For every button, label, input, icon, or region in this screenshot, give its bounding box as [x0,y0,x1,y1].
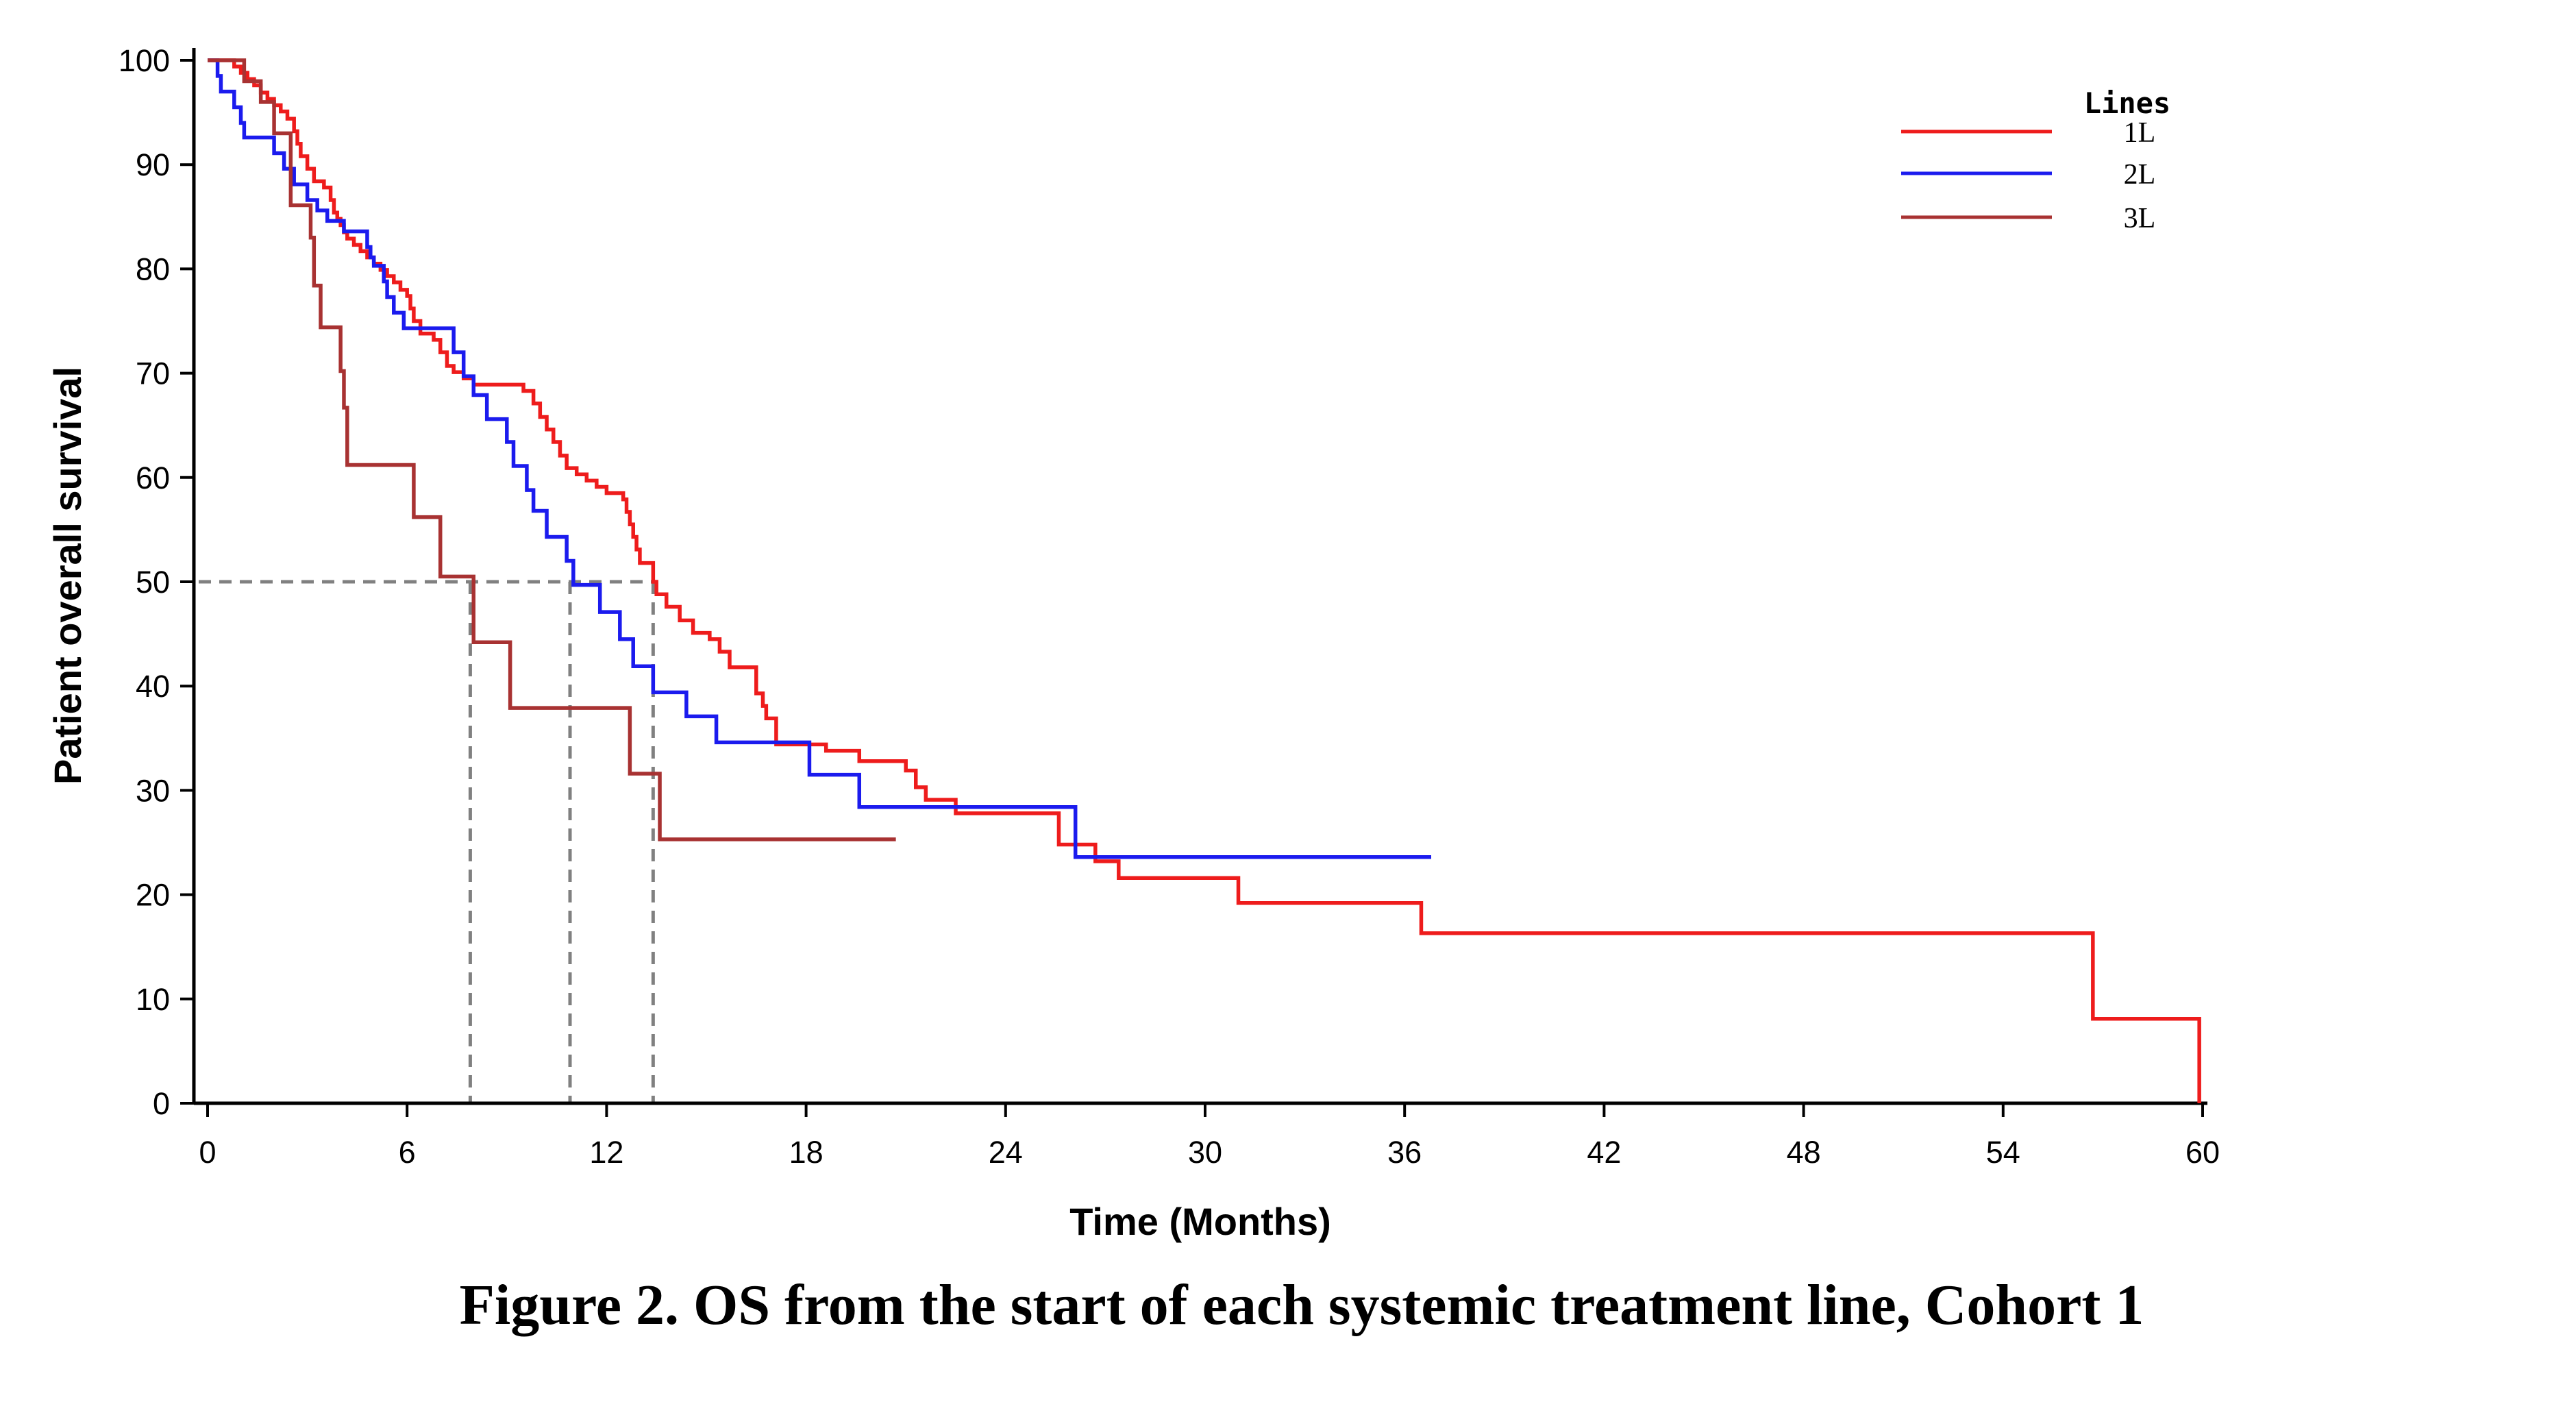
figure-caption: Figure 2. OS from the start of each syst… [460,1273,2144,1337]
x-axis-title: Time (Months) [1069,1200,1331,1243]
x-tick-label: 0 [199,1135,216,1170]
y-tick-label: 10 [136,982,170,1017]
legend-title: Lines [2084,86,2170,120]
legend-label-3l: 3L [2124,203,2156,234]
y-tick-label: 20 [136,878,170,913]
x-tick-label: 30 [1188,1135,1222,1170]
x-tick-label: 6 [399,1135,416,1170]
y-tick-label: 30 [136,773,170,808]
x-tick-label: 12 [589,1135,623,1170]
x-tick-label: 24 [989,1135,1023,1170]
legend: Lines 1L 2L 3L [1901,86,2170,234]
x-axis-ticks: 0 6 12 18 24 30 36 42 48 54 60 [199,1103,2220,1170]
y-tick-label: 80 [136,251,170,286]
y-tick-label: 40 [136,669,170,704]
x-tick-label: 42 [1587,1135,1621,1170]
y-tick-label: 90 [136,147,170,182]
y-tick-label: 60 [136,460,170,495]
x-tick-label: 60 [2185,1135,2220,1170]
median-reference-lines [199,580,655,1103]
y-axis-title: Patient overall survival [46,367,89,785]
y-tick-label: 100 [119,43,170,78]
x-tick-label: 54 [1986,1135,2020,1170]
legend-label-2l: 2L [2124,159,2156,190]
y-tick-label: 70 [136,356,170,391]
series-line-3l [208,58,896,841]
x-tick-label: 48 [1787,1135,1821,1170]
series-line-1l [208,58,2201,1103]
series-line-2l [208,58,1432,859]
legend-label-1l: 1L [2124,117,2156,149]
axes [192,48,2207,1105]
x-tick-label: 18 [789,1135,823,1170]
y-tick-label: 0 [153,1086,170,1121]
survival-curves [208,58,2201,1103]
y-tick-label: 50 [136,565,170,600]
x-tick-label: 36 [1387,1135,1422,1170]
y-axis-ticks: 0 10 20 30 40 50 60 70 80 90 100 [119,43,194,1121]
